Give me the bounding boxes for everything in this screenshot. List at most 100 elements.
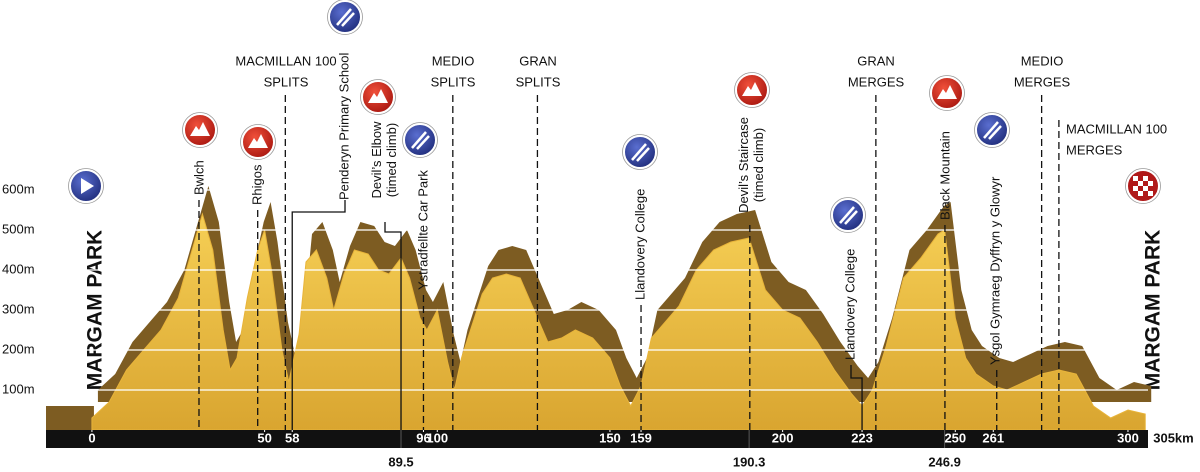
icon-glyph — [416, 135, 430, 150]
x-tick-label: 100 — [426, 430, 448, 445]
annotation-label: Llandovery College — [632, 189, 647, 300]
icon-ring — [929, 75, 965, 111]
annotation-label: (timed climb) — [384, 123, 399, 197]
x-tick-label-lower: 89.5 — [388, 454, 413, 469]
icon-food — [974, 112, 1010, 148]
icon-glyph — [937, 85, 957, 99]
icon-ring — [974, 112, 1010, 148]
icon-glyph — [839, 206, 855, 224]
annotation-label: MEDIO — [432, 53, 475, 68]
annotation-label: MEDIO — [1021, 53, 1064, 68]
icon-glyph — [368, 89, 388, 103]
profile-area — [91, 212, 1146, 431]
icon-climb — [182, 112, 218, 148]
annotation-label: Llandovery College — [842, 249, 857, 360]
icon-glyph — [190, 122, 210, 136]
annotation-label: Penderyn Primary School — [336, 52, 351, 200]
annotation-label: MACMILLAN 100 — [1066, 121, 1167, 136]
annotation-label: (timed climb) — [751, 128, 766, 202]
x-tick-label: 150 — [599, 430, 621, 445]
x-tick-label: 200 — [772, 430, 794, 445]
icon-food — [830, 197, 866, 233]
icon-ring — [240, 124, 276, 160]
annotation-label: Devil’s Staircase — [736, 117, 751, 213]
y-tick-label: 400m — [2, 261, 35, 276]
icon-climb — [360, 79, 396, 115]
icon-glyph — [844, 210, 858, 225]
icon-glyph — [1148, 181, 1153, 186]
annotation-leader — [850, 365, 863, 430]
icon-glyph — [1143, 176, 1148, 181]
distance-bar — [46, 430, 1148, 448]
annotation-label: GRAN — [519, 53, 557, 68]
icon-glyph — [742, 82, 762, 96]
y-tick-label: 200m — [2, 341, 35, 356]
icon-ring — [622, 134, 658, 170]
x-tick-label: 305km — [1153, 430, 1193, 445]
icon-glyph — [631, 143, 647, 161]
annotation-label: Ystradfellte Car Park — [415, 170, 430, 290]
icon-glyph — [411, 131, 427, 149]
icon-glyph — [81, 178, 94, 194]
annotation-label: SPLITS — [516, 74, 561, 89]
icon-glyph — [341, 12, 355, 27]
icon-ring — [327, 0, 363, 35]
icon-glyph — [1143, 186, 1148, 191]
start-plateau — [46, 406, 94, 430]
x-tick-label: 300 — [1117, 430, 1139, 445]
annotation-label: Rhigos — [249, 164, 264, 205]
icon-finish — [1125, 168, 1161, 204]
icon-glyph — [1148, 191, 1153, 196]
icon-food — [402, 122, 438, 158]
y-tick-label: 600m — [2, 181, 35, 196]
icon-start — [68, 168, 104, 204]
icon-glyph — [1138, 181, 1143, 186]
icon-ring — [1125, 168, 1161, 204]
icon-glyph — [248, 134, 268, 148]
x-tick-label: 261 — [982, 430, 1004, 445]
icon-climb — [929, 75, 965, 111]
annotation-label: GRAN — [857, 53, 895, 68]
icon-glyph — [636, 147, 650, 162]
annotation-label: MERGES — [848, 74, 905, 89]
annotation-label: MERGES — [1014, 74, 1071, 89]
y-tick-label: 300m — [2, 301, 35, 316]
annotation-label: Devil’s Elbow — [369, 121, 384, 199]
x-tick-label: 96 — [416, 430, 430, 445]
icon-climb — [734, 72, 770, 108]
icon-food — [327, 0, 363, 35]
icon-glyph — [336, 8, 352, 26]
icon-ring — [830, 197, 866, 233]
annotation-label: MACMILLAN 100 — [235, 53, 336, 68]
y-tick-label: 500m — [2, 221, 35, 236]
y-tick-label: 100m — [2, 381, 35, 396]
annotation-label: MERGES — [1066, 142, 1123, 157]
icon-glyph — [1133, 176, 1138, 181]
icon-ring — [402, 122, 438, 158]
icon-ring — [182, 112, 218, 148]
annotation-label: Black Mountain — [937, 131, 952, 220]
icon-glyph — [1133, 186, 1138, 191]
annotation-label: SPLITS — [264, 74, 309, 89]
x-tick-label: 0 — [88, 430, 95, 445]
x-tick-label-lower: 246.9 — [928, 454, 961, 469]
annotation-label: Ysgol Gymraeg Dyffryn y Glowyr — [987, 176, 1002, 365]
x-tick-label: 58 — [285, 430, 299, 445]
x-tick-label: 159 — [630, 430, 652, 445]
annotation-leader — [384, 222, 402, 430]
icon-ring — [360, 79, 396, 115]
icon-ring — [68, 168, 104, 204]
icon-glyph — [988, 125, 1002, 140]
x-tick-label: 50 — [257, 430, 271, 445]
annotation-leader — [291, 200, 346, 430]
icon-ring — [734, 72, 770, 108]
annotation-label: Bwlch — [191, 160, 206, 195]
icon-climb — [240, 124, 276, 160]
icon-glyph — [983, 121, 999, 139]
x-tick-label-lower: 190.3 — [733, 454, 766, 469]
x-tick-label: 250 — [944, 430, 966, 445]
annotation-label: SPLITS — [431, 74, 476, 89]
x-tick-label: 223 — [851, 430, 873, 445]
icon-food — [622, 134, 658, 170]
